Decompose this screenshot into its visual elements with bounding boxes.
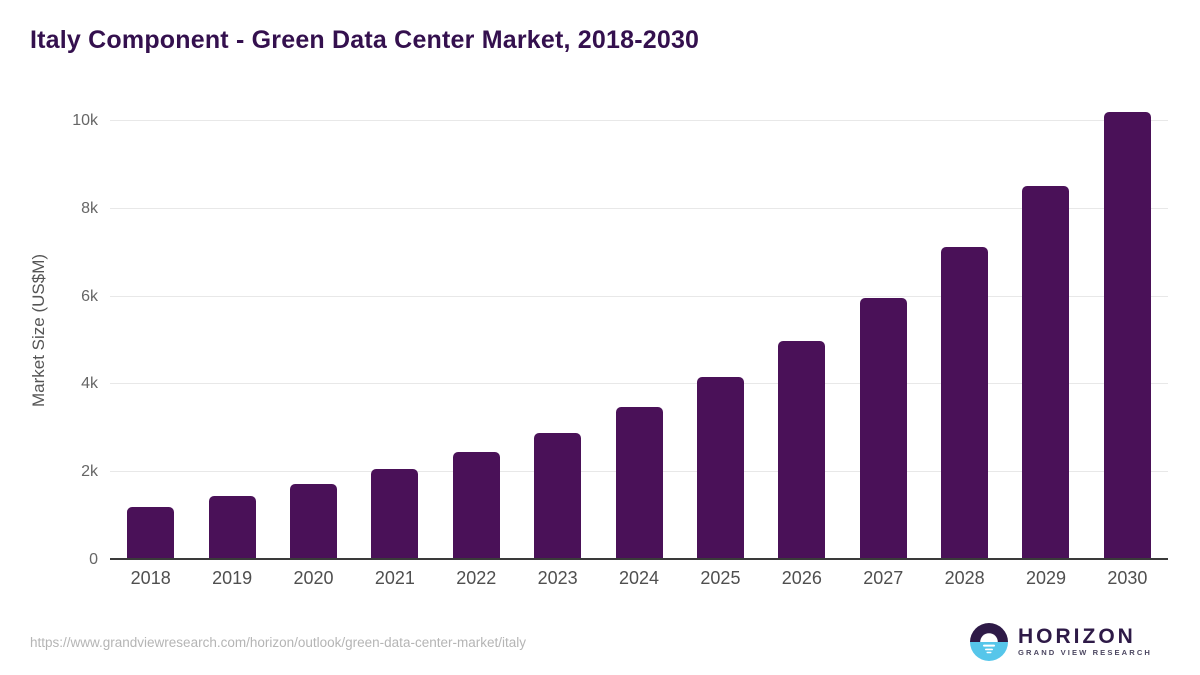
bar-band	[110, 100, 191, 560]
bar-band	[517, 100, 598, 560]
y-tick-label: 2k	[81, 463, 98, 481]
horizon-sun-icon	[970, 623, 1009, 661]
logo-brand-text: HORIZON	[1018, 625, 1136, 648]
x-tick-label: 2023	[537, 568, 578, 588]
bar	[859, 298, 907, 560]
y-axis-title: Market Size (US$M)	[29, 253, 48, 407]
bar	[289, 484, 337, 560]
x-tick-label: 2022	[456, 568, 497, 588]
x-tick-label: 2028	[944, 568, 985, 588]
bar-band	[761, 100, 842, 560]
bar	[941, 247, 989, 560]
x-tick-label: 2025	[700, 568, 741, 588]
bar-band	[924, 100, 1005, 560]
bar-band	[843, 100, 924, 560]
x-tick-label: 2019	[212, 568, 253, 588]
y-tick-label: 6k	[81, 287, 98, 305]
x-axis-line	[110, 558, 1168, 560]
logo-subbrand-text: GRAND VIEW RESEARCH	[1018, 648, 1152, 657]
x-tick-label: 2021	[374, 568, 415, 588]
bar-band	[191, 100, 272, 560]
x-tick-label: 2024	[619, 568, 660, 588]
gridline	[110, 295, 1168, 297]
x-tick-label: 2029	[1025, 568, 1067, 588]
y-tick-label: 10k	[72, 112, 98, 130]
x-tick-label: 2018	[130, 568, 171, 588]
chart-title: Italy Component - Green Data Center Mark…	[30, 26, 700, 54]
plot-area: 0 2k 4k 6k 8k 10k	[72, 100, 1168, 568]
bar	[534, 432, 582, 560]
y-tick-label: 8k	[81, 199, 98, 217]
bar-band	[1005, 100, 1086, 560]
y-tick-label: 0	[89, 551, 98, 568]
x-tick-label: 2026	[781, 568, 822, 588]
x-axis-labels: 2018 2019 2020 2021 2022 2023 2024 2025 2026 2027…	[110, 568, 1168, 589]
bar	[696, 376, 744, 560]
bar	[208, 496, 256, 560]
bar	[778, 341, 826, 560]
logo-wordmark: HORIZON GRAND VIEW RESEARCH	[1018, 626, 1152, 658]
x-tick-label: 2020	[293, 568, 334, 588]
bar	[452, 452, 500, 560]
y-tick-label: 4k	[81, 375, 98, 393]
bar-band	[680, 100, 761, 560]
footer: https://www.grandviewresearch.com/horizo…	[0, 623, 1200, 661]
bar	[1103, 112, 1151, 560]
gridline	[110, 383, 1168, 385]
x-tick-label: 2027	[863, 568, 904, 588]
horizon-logo: HORIZON GRAND VIEW RESEARCH	[970, 623, 1152, 661]
source-url: https://www.grandviewresearch.com/horizo…	[30, 634, 526, 650]
bar	[127, 506, 175, 560]
bar-band	[354, 100, 435, 560]
bar-band	[1087, 100, 1168, 560]
gridline	[110, 120, 1168, 122]
x-tick-label: 2030	[1107, 568, 1148, 588]
bar	[371, 469, 419, 560]
bar	[615, 406, 663, 560]
bar	[1022, 186, 1070, 560]
bar-band	[436, 100, 517, 560]
bar-band	[598, 100, 679, 560]
bar-band	[273, 100, 354, 560]
bars-container	[110, 100, 1168, 560]
gridline	[110, 207, 1168, 209]
